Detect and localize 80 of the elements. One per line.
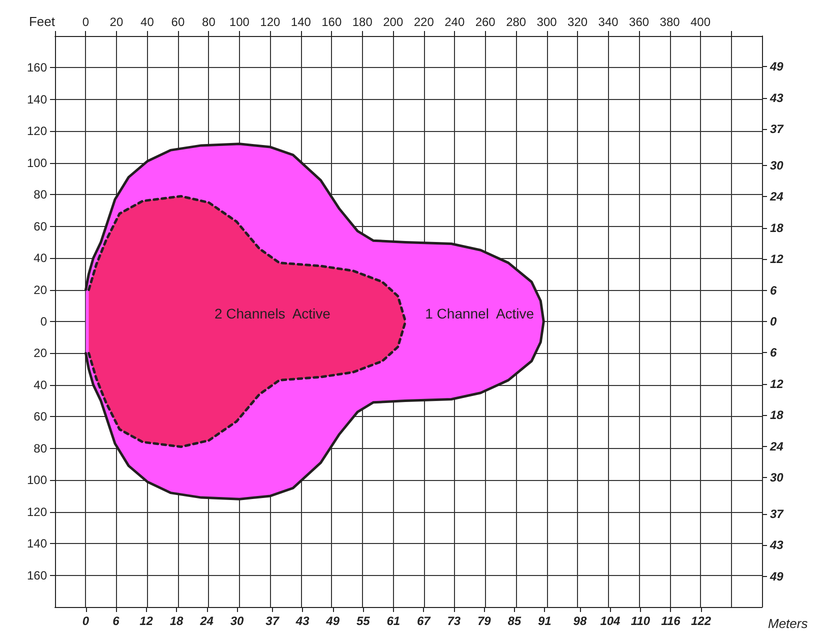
x2-tick-label: 400 <box>690 15 711 29</box>
x-tick-label: 110 <box>630 614 650 628</box>
x-tick-label: 91 <box>538 614 552 628</box>
x-tick-label: 98 <box>573 614 587 628</box>
x-tick-label: 43 <box>294 614 310 628</box>
y2-tick-label: 24 <box>769 439 784 454</box>
x2-tick-label: 360 <box>629 15 650 29</box>
x-tick-label: 0 <box>82 614 90 628</box>
x2-tick-label: 240 <box>444 15 465 29</box>
x-tick-label: 55 <box>356 614 370 628</box>
y-tick-label: 100 <box>26 473 48 488</box>
y2-tick-label: 18 <box>770 220 784 235</box>
x2-tick-label: 180 <box>352 15 373 29</box>
y-tick-label: 60 <box>34 410 48 424</box>
y-tick-label: 40 <box>34 251 48 266</box>
y-tick-label: 140 <box>26 536 48 551</box>
x2-tick-label: 300 <box>536 15 558 29</box>
x-tick-label: 79 <box>477 614 492 628</box>
y2-tick-label: 30 <box>770 158 784 172</box>
y-tick-label: 80 <box>34 441 48 456</box>
y2-tick-label: 18 <box>770 408 784 422</box>
x-tick-label: 61 <box>386 614 400 628</box>
x-tick-label: 24 <box>199 614 214 628</box>
x2-tick-label: 340 <box>598 15 619 29</box>
y2-tick-label: 6 <box>770 283 777 298</box>
x2-tick-label: 80 <box>202 15 216 29</box>
x-tick-label: 85 <box>508 614 522 628</box>
x-tick-label: 6 <box>112 614 120 628</box>
x2-tick-label: 40 <box>140 15 154 29</box>
y-tick-label: 140 <box>26 92 48 106</box>
y2-tick-label: 0 <box>770 314 777 328</box>
x2-tick-label: 380 <box>660 15 680 29</box>
y2-tick-label: 37 <box>770 122 785 136</box>
x2-tick-label: 280 <box>506 15 526 29</box>
x-axis-title: Meters <box>768 616 808 631</box>
annotation: 1 Channel Active <box>425 306 534 322</box>
annotation: 2 Channels Active <box>214 306 331 322</box>
y-tick-label: 20 <box>34 346 48 360</box>
y-tick-label: 20 <box>34 282 48 297</box>
x2-tick-label: 220 <box>414 15 434 29</box>
y-tick-label: 60 <box>34 219 48 234</box>
x2-tick-label: 160 <box>322 15 342 29</box>
x-tick-label: 73 <box>447 614 461 628</box>
y-tick-label: 100 <box>26 156 48 170</box>
x2-tick-label: 20 <box>110 15 124 29</box>
y-tick-label: 80 <box>34 188 48 202</box>
y-tick-label: 120 <box>26 124 48 138</box>
x2-tick-label: 260 <box>475 15 496 29</box>
x-tick-label: 37 <box>266 614 280 628</box>
y2-tick-label: 12 <box>770 376 784 391</box>
y2-tick-label: 24 <box>769 190 784 204</box>
x2-tick-label: 140 <box>290 15 312 29</box>
x2-tick-label: 120 <box>260 15 281 29</box>
y2-tick-label: 37 <box>770 506 785 521</box>
x-tick-label: 12 <box>140 614 154 628</box>
y2-tick-label: 43 <box>769 90 784 105</box>
y-tick-label: 120 <box>26 504 48 519</box>
y2-tick-label: 49 <box>769 569 784 584</box>
x-tick-label: 104 <box>600 614 621 628</box>
y2-tick-label: 49 <box>769 60 784 74</box>
x2-tick-label: 0 <box>82 15 90 29</box>
x-tick-label: 67 <box>416 614 432 628</box>
x-tick-label: 116 <box>661 614 681 628</box>
y2-tick-label: 12 <box>770 252 784 266</box>
x-tick-label: 49 <box>325 614 340 628</box>
x2-tick-label: 100 <box>229 15 250 29</box>
x-tick-label: 18 <box>170 614 184 628</box>
y2-tick-label: 43 <box>769 538 784 552</box>
y-tick-label: 160 <box>26 60 48 75</box>
y-axis-title: Feet <box>28 14 56 29</box>
y2-tick-label: 30 <box>770 470 784 485</box>
y-tick-label: 160 <box>26 568 48 582</box>
x2-tick-label: 200 <box>383 15 404 29</box>
y-tick-label: 0 <box>40 314 48 328</box>
y2-tick-label: 6 <box>770 346 777 360</box>
y-tick-label: 40 <box>34 378 48 392</box>
x2-tick-label: 60 <box>171 15 185 29</box>
x-tick-label: 30 <box>230 614 244 628</box>
x-tick-label: 122 <box>690 614 712 628</box>
x2-tick-label: 320 <box>568 15 588 29</box>
